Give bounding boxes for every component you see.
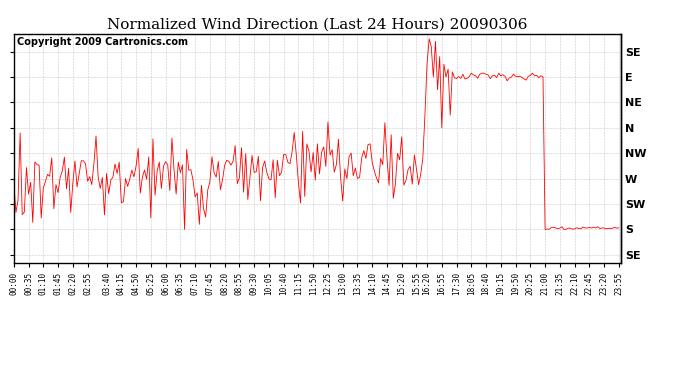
Text: Copyright 2009 Cartronics.com: Copyright 2009 Cartronics.com	[17, 37, 188, 47]
Title: Normalized Wind Direction (Last 24 Hours) 20090306: Normalized Wind Direction (Last 24 Hours…	[107, 17, 528, 31]
